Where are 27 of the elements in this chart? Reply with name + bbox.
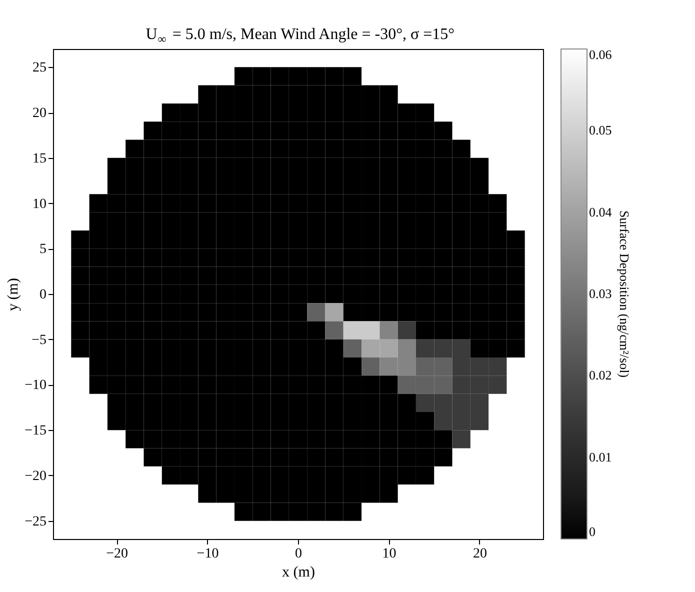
y-tick-label: −10 xyxy=(24,378,46,394)
y-tick-label: −20 xyxy=(24,468,46,484)
color-bar-label: 0.04 xyxy=(589,204,612,220)
y-tick-label: −15 xyxy=(24,424,46,439)
x-tick-label: −20 xyxy=(106,546,128,562)
color-bar-title: Surface Deposition (ng/cm²/sol) xyxy=(617,210,632,378)
y-tick-label: 25 xyxy=(32,60,46,76)
y-tick-label: 10 xyxy=(32,196,46,212)
color-bar-label: 0 xyxy=(589,524,596,539)
y-tick-label: 5 xyxy=(40,242,46,258)
y-tick-label: 0 xyxy=(40,288,46,302)
color-bar-label: 0.03 xyxy=(589,286,612,301)
y-tick-label: 15 xyxy=(32,151,46,166)
color-bar-label: 0.02 xyxy=(589,368,612,383)
y-tick-label: −5 xyxy=(32,332,46,348)
y-tick-label: 20 xyxy=(32,106,46,122)
color-bar-label: 0.01 xyxy=(589,449,612,464)
y-tick-label: −25 xyxy=(24,514,46,530)
x-tick-label: 20 xyxy=(472,546,487,562)
x-axis-title: x (m) xyxy=(282,564,315,580)
chart-title: U∞ = 5.0 m/s, Mean Wind Angle = -30°, σ =15° xyxy=(146,26,455,46)
x-tick-label: 10 xyxy=(382,546,396,562)
color-bar-label: 0.06 xyxy=(589,47,612,62)
x-tick-label: −10 xyxy=(196,546,219,562)
color-bar-label: 0.05 xyxy=(589,122,612,138)
x-tick-label: 0 xyxy=(295,546,302,562)
y-axis-title: y (m) xyxy=(6,278,22,311)
